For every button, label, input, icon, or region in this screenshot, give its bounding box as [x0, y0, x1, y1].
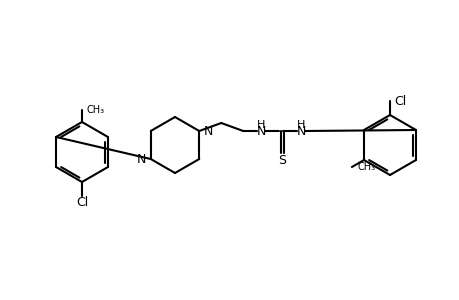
Text: N: N	[136, 152, 146, 166]
Text: Cl: Cl	[76, 196, 88, 208]
Text: H: H	[257, 120, 265, 130]
Text: S: S	[278, 154, 285, 166]
Text: CH₃: CH₃	[87, 105, 105, 115]
Text: Cl: Cl	[393, 94, 405, 107]
Text: H: H	[297, 120, 305, 130]
Text: N: N	[204, 124, 213, 137]
Text: CH₃: CH₃	[357, 162, 375, 172]
Text: N: N	[296, 124, 305, 137]
Text: N: N	[256, 124, 265, 137]
